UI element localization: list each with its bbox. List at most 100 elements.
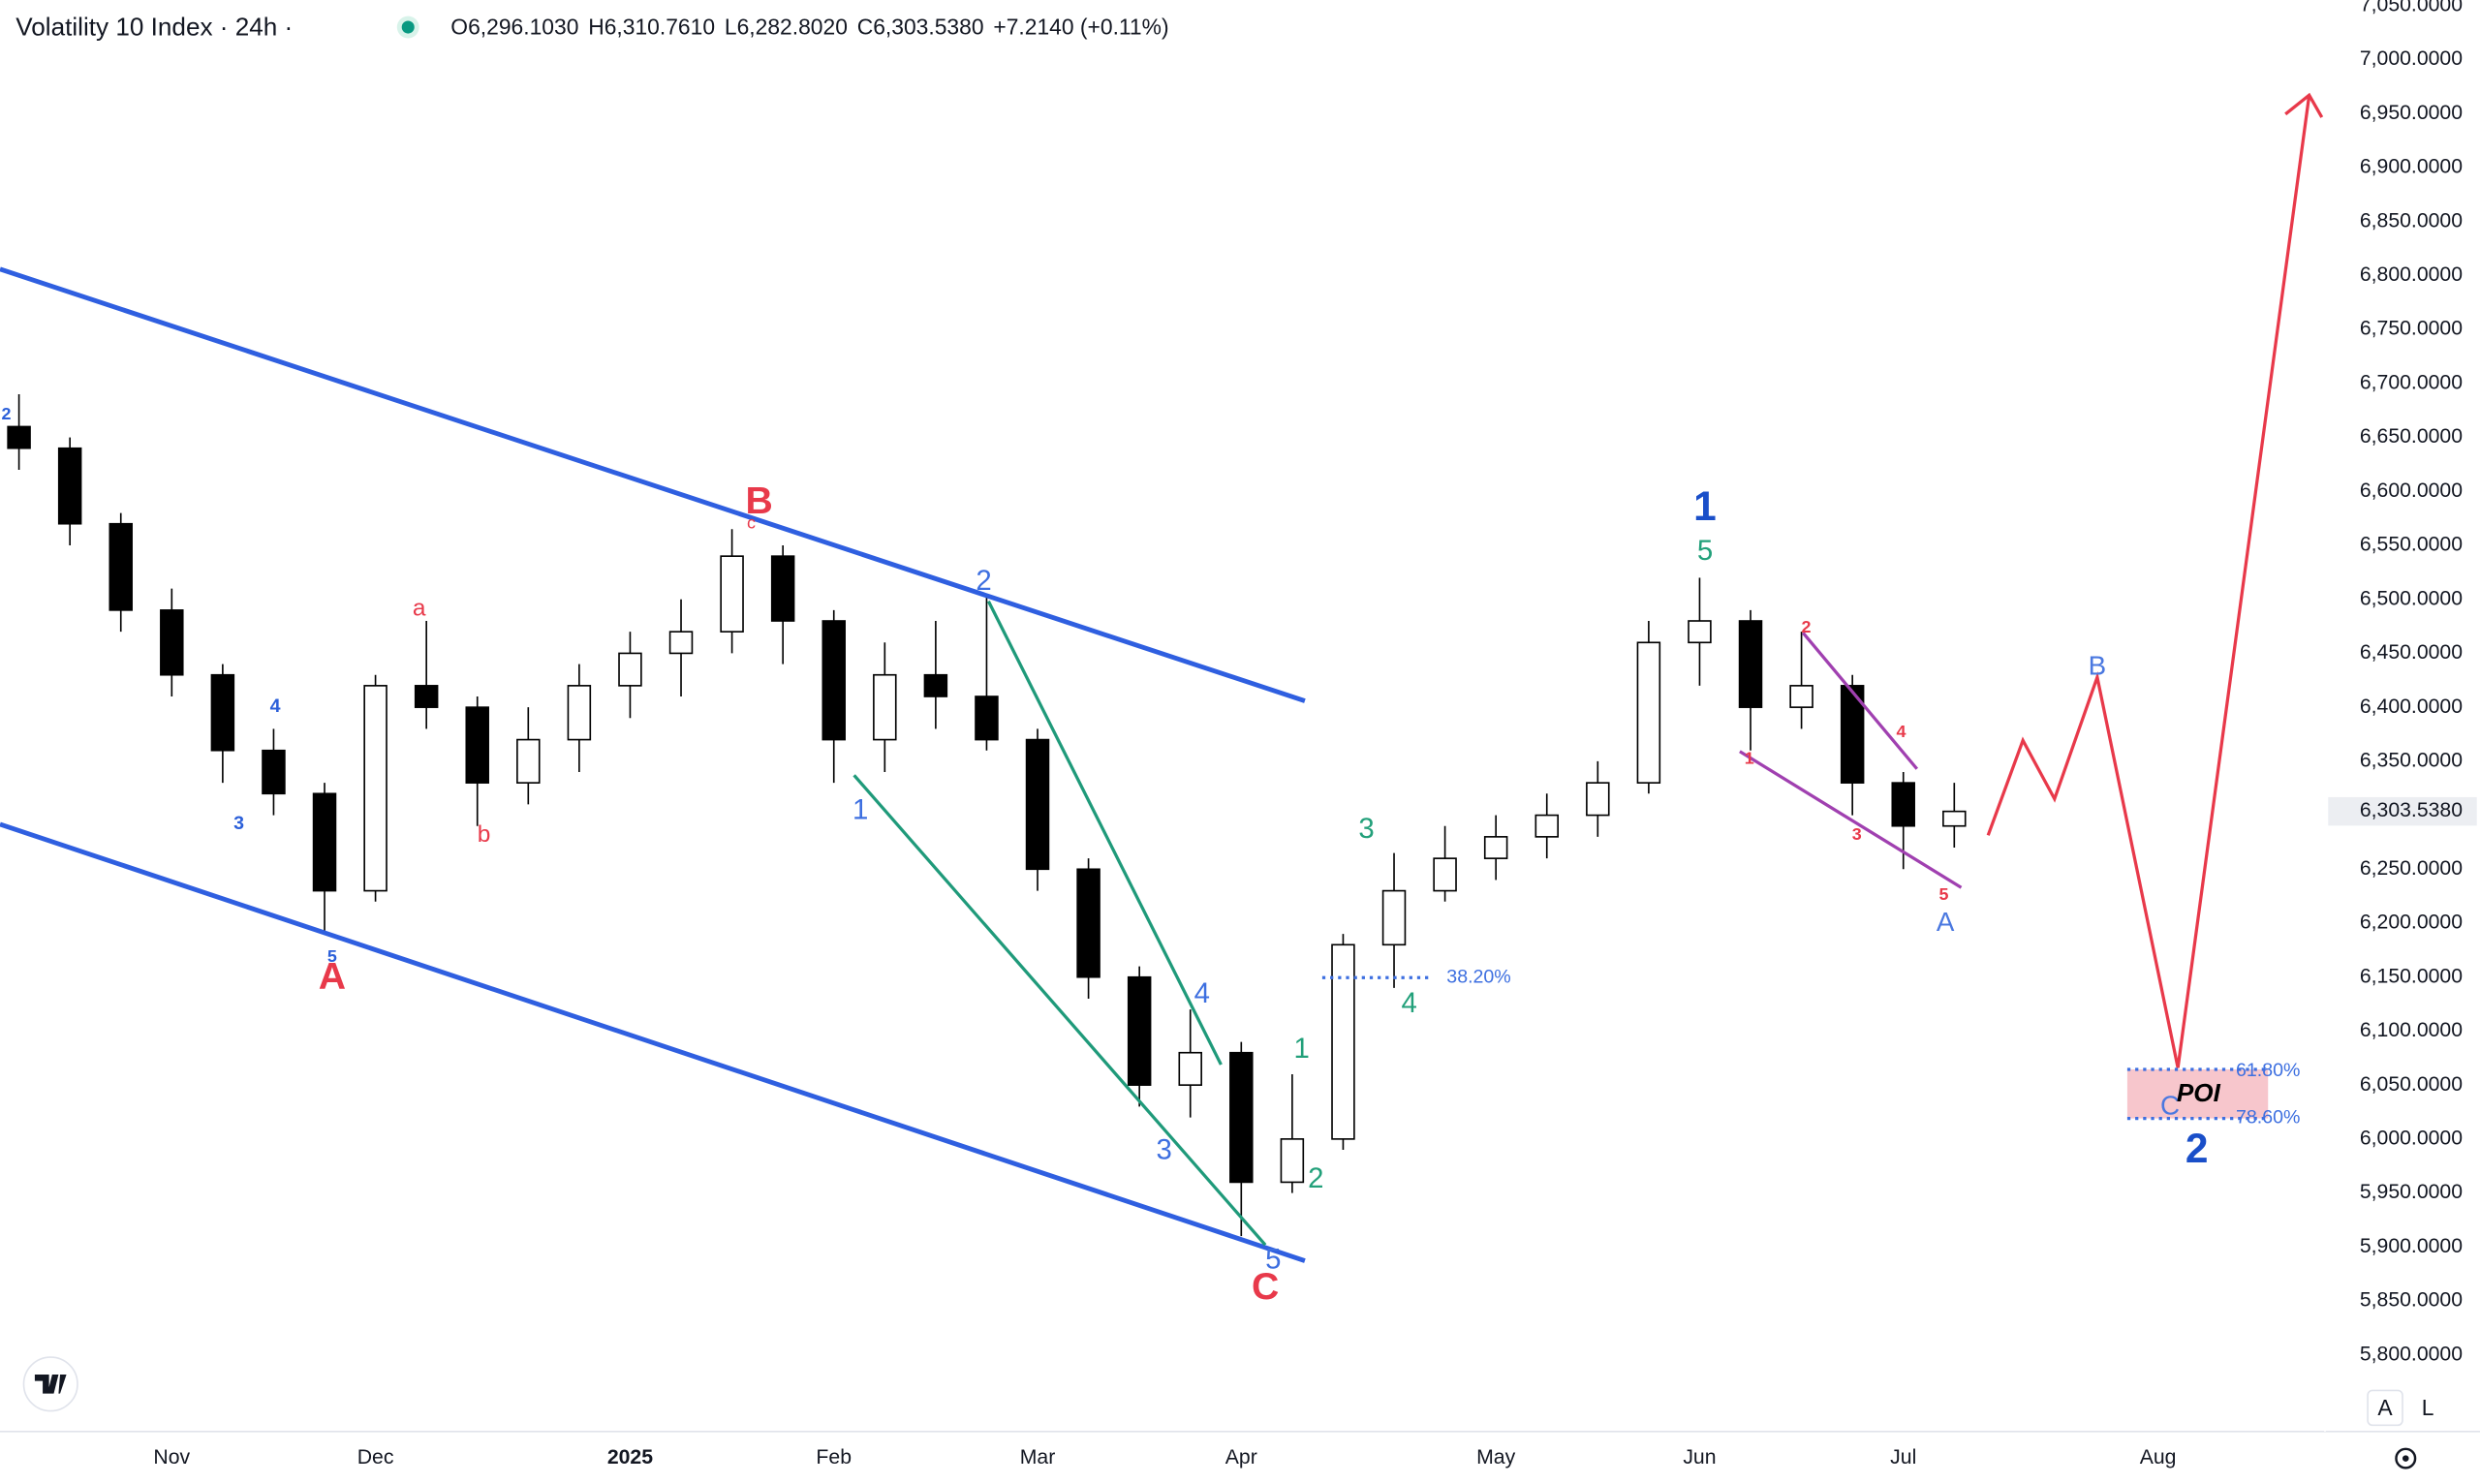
wave-label: 2 (1801, 617, 1811, 636)
x-tick-label: 2025 (607, 1446, 653, 1469)
candle-body (414, 685, 439, 708)
y-tick-label: 5,850.0000 (2360, 1289, 2463, 1312)
wave-label: 5 (327, 946, 337, 966)
candle-body (160, 609, 184, 676)
projection-arrowhead (2284, 92, 2324, 118)
wave-label: b (478, 821, 491, 848)
logo-mark (34, 1375, 67, 1394)
candle-body (1789, 685, 1814, 708)
channel-lower (0, 821, 1306, 1263)
ohlc-value: 6,282.8020 (737, 15, 848, 40)
y-tick-label: 6,850.0000 (2360, 209, 2463, 232)
time-axis: Nov Dec 2025 Feb Mar Apr May Jun Jul Aug (153, 1446, 2176, 1469)
wedge-line (986, 600, 1223, 1066)
ohlc-key: O (450, 15, 468, 40)
wave-label: A (319, 956, 346, 998)
ohlc-value: 6,310.7610 (604, 15, 715, 40)
candle-body (822, 620, 846, 741)
y-tick-label: 6,550.0000 (2360, 534, 2463, 556)
candle-body (923, 673, 948, 697)
wave-label: 1 (852, 794, 868, 826)
log-scale-button[interactable]: L (2422, 1395, 2434, 1420)
candle-body (1229, 1051, 1254, 1184)
candle-body (720, 555, 744, 633)
channel-upper (0, 266, 1306, 703)
candle-body (1840, 685, 1865, 784)
y-tick-label: 6,400.0000 (2360, 696, 2463, 718)
candle-body (1076, 868, 1100, 978)
y-tick-label: 5,900.0000 (2360, 1235, 2463, 1257)
y-tick-label: 6,450.0000 (2360, 641, 2463, 664)
candle-body (262, 749, 286, 795)
x-tick-label: Feb (816, 1446, 852, 1469)
candle-body (1127, 975, 1152, 1086)
settings-gear[interactable] (2395, 1447, 2417, 1469)
candle-body (363, 685, 388, 892)
candle-body (1178, 1051, 1202, 1086)
wedge-line (1739, 750, 1963, 889)
y-tick-label: 6,200.0000 (2360, 912, 2463, 934)
wave-label: C (1252, 1266, 1279, 1308)
wave-label: 5 (1265, 1243, 1281, 1275)
candle-body (770, 555, 795, 622)
wave-label: 3 (1156, 1134, 1171, 1166)
wave-label: 3 (1358, 813, 1374, 845)
candle-body (210, 673, 235, 752)
candle-body (108, 522, 133, 611)
candle-body (1586, 782, 1610, 817)
x-tick-label: Mar (1020, 1446, 1056, 1469)
candle-body (7, 425, 31, 449)
candle-body (873, 673, 897, 741)
wedge-line (1801, 632, 1919, 770)
y-tick-label: 6,600.0000 (2360, 479, 2463, 502)
wave-label: B (2089, 651, 2107, 681)
annotations: A B C 1 2 a b c 2 4 3 5 1 2 4 3 5 3 4 1 … (2, 404, 2301, 1308)
wave-label: 2 (2, 404, 12, 423)
wave-label: a (413, 595, 426, 621)
wave-label: 1 (1745, 749, 1754, 768)
last-price-box (2328, 796, 2477, 826)
status-dot (401, 20, 415, 34)
poi-zone (2126, 1068, 2269, 1119)
wave-label: c (747, 512, 756, 532)
last-price-label: 6,303.5380 (2360, 799, 2463, 821)
candle-body (1534, 814, 1559, 838)
y-tick-label: 6,000.0000 (2360, 1127, 2463, 1149)
y-tick-label: 6,650.0000 (2360, 425, 2463, 448)
candle-body (668, 631, 694, 655)
candle-body (1483, 836, 1508, 859)
x-tick-label: Jul (1890, 1446, 1916, 1469)
wave-label: 2 (976, 565, 991, 597)
candle-body (1025, 738, 1050, 871)
y-tick-label: 6,800.0000 (2360, 263, 2463, 286)
wave-label: C (2160, 1090, 2180, 1120)
wedge-line (852, 774, 1267, 1247)
wave-label: 4 (270, 696, 281, 717)
wave-label: 4 (1194, 977, 1210, 1009)
y-tick-label: 6,750.0000 (2360, 318, 2463, 340)
ohlc-value: 6,296.1030 (468, 15, 578, 40)
candle-body (465, 706, 489, 784)
candle-body (1381, 889, 1407, 946)
x-tick-label: Apr (1225, 1446, 1257, 1469)
y-tick-label: 5,800.0000 (2360, 1343, 2463, 1365)
x-tick-label: Aug (2140, 1446, 2177, 1469)
candle-body (57, 447, 82, 525)
wave-label: 4 (1402, 987, 1417, 1019)
y-tick-label: 6,150.0000 (2360, 965, 2463, 987)
x-tick-label: Nov (153, 1446, 190, 1469)
y-tick-label: 7,050.0000 (2360, 0, 2463, 15)
ohlc-key: C (857, 15, 874, 40)
x-tick-label: May (1476, 1446, 1515, 1469)
auto-scale-button[interactable] (2367, 1389, 2403, 1427)
candle-body (1688, 620, 1712, 644)
fib-label: 78.60% (2236, 1107, 2300, 1128)
candle-body (567, 685, 592, 741)
wave-label: 2 (1308, 1162, 1323, 1194)
candle-body (1942, 810, 1967, 827)
button-label: A (2377, 1395, 2393, 1420)
wave-label: 2 (2186, 1126, 2209, 1171)
candle-body (618, 652, 642, 687)
